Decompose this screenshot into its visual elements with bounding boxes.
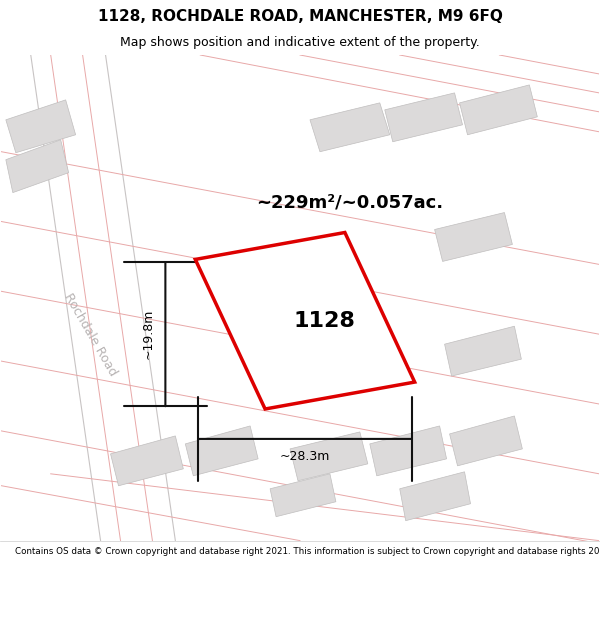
Polygon shape [270, 474, 336, 517]
Text: ~19.8m: ~19.8m [142, 309, 155, 359]
Polygon shape [385, 93, 463, 142]
Text: ~229m²/~0.057ac.: ~229m²/~0.057ac. [256, 194, 443, 212]
Polygon shape [6, 140, 68, 192]
Polygon shape [434, 213, 512, 261]
Polygon shape [110, 436, 184, 486]
Polygon shape [185, 426, 258, 476]
Polygon shape [6, 100, 76, 152]
Polygon shape [310, 103, 390, 152]
Polygon shape [195, 232, 415, 409]
Polygon shape [460, 85, 538, 135]
Text: ~28.3m: ~28.3m [280, 451, 330, 463]
Text: 1128: 1128 [294, 311, 356, 331]
Polygon shape [290, 432, 368, 481]
Text: Contains OS data © Crown copyright and database right 2021. This information is : Contains OS data © Crown copyright and d… [15, 546, 600, 556]
Polygon shape [370, 426, 446, 476]
Text: Map shows position and indicative extent of the property.: Map shows position and indicative extent… [120, 36, 480, 49]
Polygon shape [400, 472, 470, 521]
Polygon shape [449, 416, 523, 466]
Text: Rochdale Road: Rochdale Road [62, 291, 119, 378]
Text: 1128, ROCHDALE ROAD, MANCHESTER, M9 6FQ: 1128, ROCHDALE ROAD, MANCHESTER, M9 6FQ [98, 9, 502, 24]
Polygon shape [445, 326, 521, 376]
